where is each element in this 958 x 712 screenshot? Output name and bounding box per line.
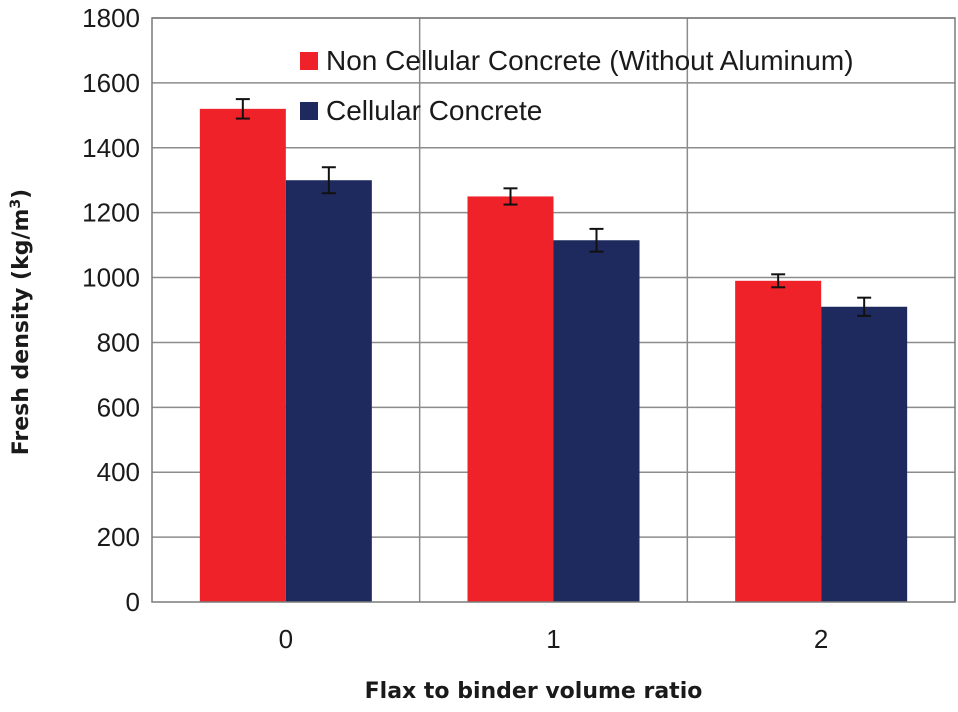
error-bar	[771, 273, 786, 289]
x-tick-labels: 0 1 2	[279, 624, 829, 654]
error-bar	[321, 166, 336, 195]
legend-swatch-non-cellular	[300, 52, 318, 70]
plot-frame	[151, 17, 956, 603]
y-tick-label: 600	[97, 392, 140, 422]
legend: Non Cellular Concrete (Without Aluminum)…	[300, 45, 854, 126]
y-tick-label: 0	[126, 587, 140, 617]
error-bars-group	[235, 98, 872, 317]
x-axis-title: Flax to binder volume ratio	[365, 679, 703, 704]
y-axis-title: Fresh density (kg/m3)	[8, 189, 34, 456]
bar-non-cellular-1	[467, 196, 554, 602]
y-tick-labels: 0 200 400 600 800 1000 1200 1400 1600 1800	[82, 3, 140, 617]
bar-non-cellular-2	[735, 280, 822, 602]
x-tick-label: 1	[546, 624, 560, 654]
legend-label-cellular: Cellular Concrete	[326, 95, 542, 126]
error-bar	[503, 187, 518, 206]
legend-label-non-cellular: Non Cellular Concrete (Without Aluminum)	[326, 45, 854, 76]
y-tick-label: 1200	[82, 198, 140, 228]
bars-group	[199, 108, 908, 602]
y-tick-label: 1000	[82, 263, 140, 293]
error-bar	[857, 296, 872, 317]
bar-non-cellular-0	[199, 108, 286, 602]
y-tick-label: 1800	[82, 3, 140, 33]
y-tick-label: 800	[97, 327, 140, 357]
y-tick-label: 1400	[82, 133, 140, 163]
bar-cellular-1	[553, 240, 640, 602]
error-bar	[589, 227, 604, 253]
y-tick-label: 400	[97, 457, 140, 487]
error-bar	[235, 98, 250, 120]
y-tick-label: 1600	[82, 68, 140, 98]
legend-swatch-cellular	[300, 102, 318, 120]
bar-cellular-2	[821, 306, 908, 602]
x-tick-label: 0	[279, 624, 293, 654]
y-axis-title-superscript: 3	[8, 199, 24, 209]
x-tick-label: 2	[814, 624, 828, 654]
bar-cellular-0	[285, 180, 372, 602]
y-tick-label: 200	[97, 522, 140, 552]
